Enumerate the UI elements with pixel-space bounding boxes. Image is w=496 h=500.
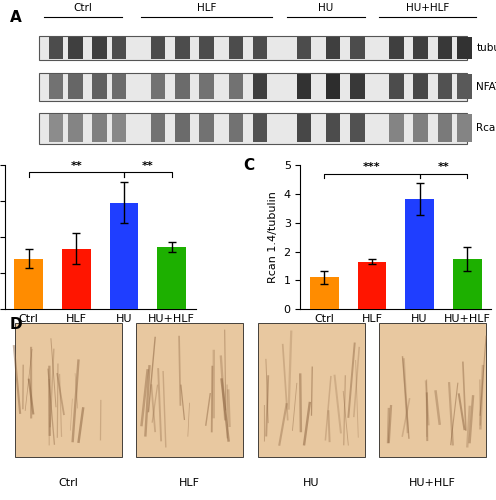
Bar xyxy=(157,247,186,309)
Bar xyxy=(405,199,434,309)
Bar xyxy=(437,74,452,99)
Bar xyxy=(350,74,365,99)
Bar xyxy=(229,114,243,142)
Bar xyxy=(253,74,267,99)
Bar xyxy=(457,38,472,59)
Bar xyxy=(453,258,482,309)
Text: **: ** xyxy=(437,162,449,172)
Text: Ctrl: Ctrl xyxy=(73,2,92,12)
Bar xyxy=(297,38,311,59)
Text: HU+HLF: HU+HLF xyxy=(406,2,449,12)
Bar xyxy=(92,114,107,142)
Bar xyxy=(110,202,138,309)
Bar xyxy=(437,114,452,142)
Text: D: D xyxy=(10,316,22,332)
Bar xyxy=(310,278,339,309)
Bar xyxy=(413,114,428,142)
Bar xyxy=(92,38,107,59)
Bar xyxy=(49,38,63,59)
Bar xyxy=(151,114,165,142)
Bar xyxy=(199,74,214,99)
Y-axis label: Rcan 1.4/tubulin: Rcan 1.4/tubulin xyxy=(268,191,278,283)
Bar xyxy=(326,74,340,99)
Bar xyxy=(68,114,83,142)
Bar xyxy=(326,114,340,142)
Bar xyxy=(253,38,267,59)
Text: C: C xyxy=(243,158,254,173)
Bar xyxy=(297,74,311,99)
Bar xyxy=(358,262,386,309)
Bar xyxy=(92,74,107,99)
Text: A: A xyxy=(10,10,21,24)
Bar xyxy=(389,38,404,59)
Bar xyxy=(326,38,340,59)
Bar xyxy=(68,74,83,99)
Text: tubulin: tubulin xyxy=(477,43,496,53)
Text: ***: *** xyxy=(363,162,381,172)
Bar xyxy=(389,114,404,142)
Bar xyxy=(297,114,311,142)
Bar xyxy=(151,74,165,99)
Bar xyxy=(457,74,472,99)
Text: NFATc1: NFATc1 xyxy=(477,82,496,92)
Bar xyxy=(175,74,189,99)
Bar xyxy=(49,74,63,99)
Bar xyxy=(229,74,243,99)
Bar xyxy=(49,114,63,142)
Bar xyxy=(112,74,126,99)
Text: Ctrl: Ctrl xyxy=(58,478,78,488)
Bar xyxy=(112,114,126,142)
Text: HU+HLF: HU+HLF xyxy=(409,478,456,488)
Text: HU: HU xyxy=(318,2,333,12)
Bar xyxy=(14,258,43,309)
Bar xyxy=(437,38,452,59)
Text: HLF: HLF xyxy=(197,2,216,12)
Bar xyxy=(350,38,365,59)
Bar xyxy=(413,74,428,99)
Text: Rcan1.4: Rcan1.4 xyxy=(477,124,496,134)
Bar xyxy=(175,38,189,59)
Bar xyxy=(350,114,365,142)
Bar xyxy=(62,248,91,309)
Bar xyxy=(151,38,165,59)
Text: **: ** xyxy=(70,161,82,171)
Bar xyxy=(457,114,472,142)
Bar xyxy=(253,114,267,142)
Bar xyxy=(175,114,189,142)
Text: **: ** xyxy=(142,161,154,171)
Bar xyxy=(413,38,428,59)
Bar xyxy=(389,74,404,99)
Bar xyxy=(199,38,214,59)
Bar xyxy=(199,114,214,142)
Text: HLF: HLF xyxy=(179,478,200,488)
Bar xyxy=(112,38,126,59)
Bar xyxy=(229,38,243,59)
Bar xyxy=(68,38,83,59)
Text: HU: HU xyxy=(303,478,319,488)
